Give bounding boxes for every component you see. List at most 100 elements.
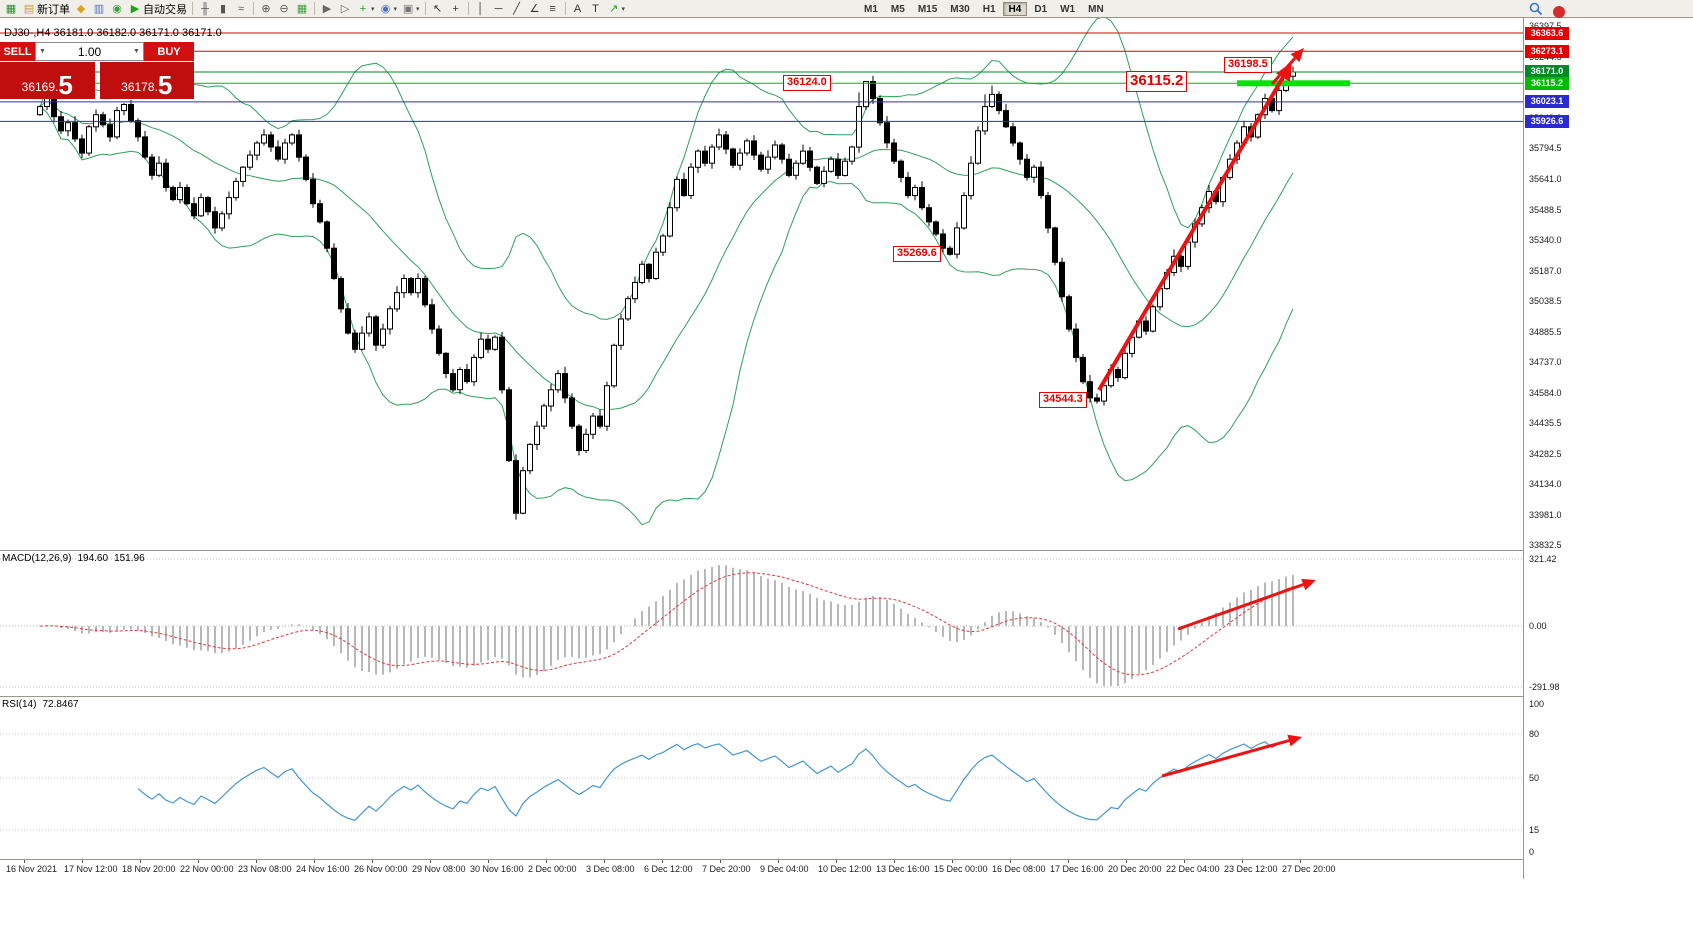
toolbar-bar-chart-mode-button[interactable]: ╫ <box>196 1 214 17</box>
indicators-dropdown-caret[interactable]: ▾ <box>371 5 375 13</box>
data-window-icon: ▥ <box>93 2 105 15</box>
fibonacci-icon: ≡ <box>549 2 556 15</box>
bar-chart-mode-icon: ╫ <box>201 2 209 15</box>
toolbar-arrows-tool-button[interactable]: ↗ ▾ <box>605 1 628 17</box>
time-axis-label: 23 Dec 12:00 <box>1224 864 1278 874</box>
price-axis-label: 34134.0 <box>1529 479 1562 489</box>
time-axis-tick <box>140 860 141 863</box>
toolbar-market-watch-button[interactable]: ◆ <box>72 1 90 17</box>
timeframe-m5[interactable]: M5 <box>890 4 905 15</box>
new-chart-icon: ▦ <box>5 2 17 15</box>
toolbar-data-window-button[interactable]: ▥ <box>90 1 108 17</box>
templates-icon: ▣ <box>402 2 414 15</box>
toolbar-indicators-button[interactable]: + ▾ <box>354 1 377 17</box>
crosshair-icon: + <box>452 2 459 15</box>
toolbar-periods-button[interactable]: ◉ ▾ <box>377 1 400 17</box>
toolbar-text-button[interactable]: A <box>569 1 587 17</box>
timeframe-d1[interactable]: D1 <box>1034 4 1048 15</box>
sell-button[interactable]: SELL <box>0 42 35 61</box>
toolbar-zoom-in-button[interactable]: ⊕ <box>257 1 275 17</box>
price-chart-canvas[interactable] <box>0 18 1523 551</box>
toolbar-text-label-button[interactable]: T <box>587 1 605 17</box>
time-axis-tick <box>256 860 257 863</box>
price-axis-label: 35038.5 <box>1529 296 1562 306</box>
cursor-icon: ↖ <box>432 2 443 15</box>
toolbar-vertical-line-button[interactable]: │ <box>472 1 490 17</box>
search-icon[interactable] <box>1529 2 1543 21</box>
timeframe-m30[interactable]: M30 <box>950 4 970 15</box>
time-axis-label: 22 Nov 00:00 <box>180 864 234 874</box>
time-axis-tick <box>488 860 489 863</box>
timeframe-h1[interactable]: H1 <box>982 4 996 15</box>
tile-windows-icon: ▦ <box>296 2 308 15</box>
price-annotation[interactable]: 36198.5 <box>1224 57 1272 73</box>
price-axis-label: 35794.5 <box>1529 143 1562 153</box>
toolbar-fibonacci-button[interactable]: ≡ <box>544 1 562 17</box>
volume-spinner-right[interactable]: ▼ <box>133 48 140 55</box>
buy-button[interactable]: BUY <box>144 42 194 61</box>
templates-dropdown-caret[interactable]: ▾ <box>416 5 420 13</box>
rsi-axis-label: 50 <box>1529 773 1540 783</box>
volume-field[interactable]: ▼ 1.00 ▼ <box>35 42 144 61</box>
toolbar-cursor-button[interactable]: ↖ <box>429 1 447 17</box>
timeframe-mn[interactable]: MN <box>1088 4 1104 15</box>
toolbar-horizontal-line-button[interactable]: ─ <box>490 1 508 17</box>
navigator-icon: ◉ <box>112 2 122 15</box>
time-axis-tick <box>1126 860 1127 863</box>
timeframe-m15[interactable]: M15 <box>917 4 938 15</box>
rsi-axis-label: 15 <box>1529 825 1540 835</box>
time-axis-tick <box>314 860 315 863</box>
toolbar-line-chart-mode-button[interactable]: ≈ <box>232 1 250 17</box>
rsi-canvas[interactable] <box>0 697 1523 860</box>
toolbar-trendline-button[interactable]: ╱ <box>508 1 526 17</box>
toolbar-crosshair-button[interactable]: + <box>447 1 465 17</box>
toolbar-equidistant-channel-button[interactable]: ∠ <box>526 1 544 17</box>
price-annotation[interactable]: 34544.3 <box>1039 392 1087 408</box>
trendline-icon: ╱ <box>513 2 520 15</box>
timeframe-m1[interactable]: M1 <box>864 4 878 15</box>
toolbar-chart-shift-button[interactable]: ▷ <box>336 1 354 17</box>
price-annotation[interactable]: 36124.0 <box>783 75 831 91</box>
timeframe-w1[interactable]: W1 <box>1060 4 1076 15</box>
price-axis-label: 36397.5 <box>1529 21 1562 31</box>
price-axis-label: 35340.0 <box>1529 235 1562 245</box>
toolbar-zoom-out-button[interactable]: ⊖ <box>275 1 293 17</box>
price-annotation[interactable]: 35269.6 <box>893 246 941 262</box>
periods-dropdown-caret[interactable]: ▾ <box>393 5 398 13</box>
toolbar-auto-scroll-button[interactable]: ▶ <box>318 1 336 17</box>
toolbar-auto-trading-button[interactable]: ▶ 自动交易 <box>126 1 189 17</box>
toolbar-separator <box>192 2 193 15</box>
alerts-icon[interactable] <box>1553 5 1565 18</box>
buy-price[interactable]: 36178. 5 <box>99 62 194 99</box>
toolbar-navigator-button[interactable]: ◉ <box>108 1 126 17</box>
rsi-axis-label: 80 <box>1529 729 1540 739</box>
arrows-tool-dropdown-caret[interactable]: ▾ <box>621 5 626 13</box>
time-axis-label: 16 Nov 2021 <box>6 864 58 874</box>
toolbar-candlestick-mode-button[interactable]: ▮ <box>214 1 232 17</box>
text-icon: A <box>573 2 582 15</box>
toolbar-new-order-button[interactable]: ▤ 新订单 <box>20 1 72 17</box>
time-axis-label: 27 Dec 20:00 <box>1282 864 1336 874</box>
toolbar-separator <box>253 2 254 15</box>
time-axis-tick <box>894 860 895 863</box>
toolbar-tile-windows-button[interactable]: ▦ <box>293 1 311 17</box>
time-axis-label: 7 Dec 20:00 <box>702 864 751 874</box>
sell-price[interactable]: 36169. 5 <box>0 62 95 99</box>
toolbar-new-chart-button[interactable]: ▦ <box>2 1 20 17</box>
volume-value[interactable]: 1.00 <box>77 44 102 59</box>
price-tag: 36363.6 <box>1525 27 1569 40</box>
timeframe-h4[interactable]: H4 <box>1002 2 1028 16</box>
toolbar-templates-button[interactable]: ▣ ▾ <box>399 1 422 17</box>
time-axis-label: 18 Nov 20:00 <box>122 864 176 874</box>
rsi-label: RSI(14) 72.8467 <box>2 699 79 710</box>
time-axis-label: 6 Dec 12:00 <box>644 864 693 874</box>
price-tag: 36171.0 <box>1525 65 1569 78</box>
price-annotation[interactable]: 36115.2 <box>1126 71 1188 92</box>
price-axis-label: 34885.5 <box>1529 327 1562 337</box>
time-axis-tick <box>1068 860 1069 863</box>
macd-canvas[interactable] <box>0 551 1523 697</box>
time-axis-label: 17 Dec 16:00 <box>1050 864 1104 874</box>
volume-spinner-left[interactable]: ▼ <box>39 48 46 55</box>
price-axis-label: 34737.0 <box>1529 357 1562 367</box>
